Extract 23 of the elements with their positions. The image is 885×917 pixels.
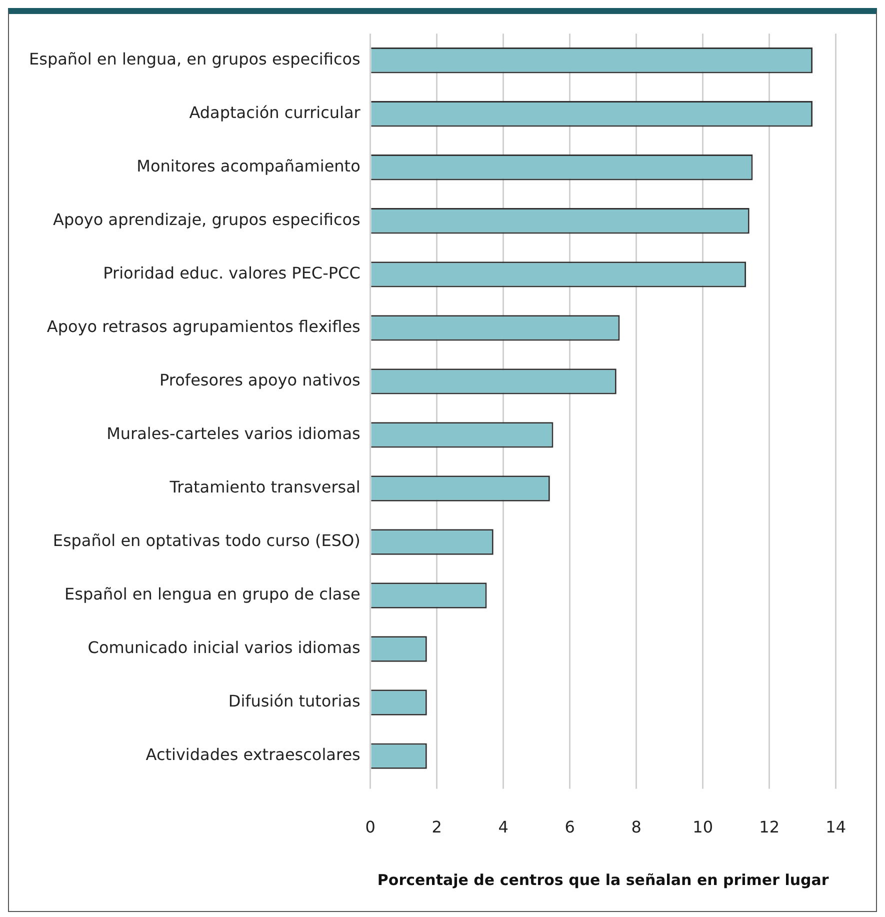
y-tick-label: Prioridad educ. valores PEC-PCC: [103, 264, 360, 283]
x-axis-title: Porcentaje de centros que la señalan en primer lugar: [377, 870, 830, 889]
y-tick-label: Actividades extraescolares: [146, 745, 360, 764]
y-tick-label: Español en lengua en grupo de clase: [64, 584, 360, 604]
y-tick-label: Difusión tutorias: [228, 692, 360, 711]
y-tick-label: Español en lengua, en grupos especificos: [29, 50, 360, 69]
y-tick-label: Murales-carteles varios idiomas: [106, 424, 360, 444]
y-tick-label: Apoyo retrasos agrupamientos flexifles: [46, 317, 360, 336]
x-tick-label: 2: [432, 818, 442, 837]
x-tick-label: 12: [759, 818, 780, 837]
x-tick-label: 0: [365, 818, 376, 837]
y-tick-label: Apoyo aprendizaje, grupos especificos: [53, 210, 360, 230]
x-tick-label: 6: [564, 818, 575, 837]
x-tick-label: 4: [498, 818, 508, 837]
y-tick-label: Tratamiento transversal: [168, 478, 360, 497]
x-tick-label: 14: [826, 818, 846, 837]
y-tick-label: Español en optativas todo curso (ESO): [52, 531, 360, 550]
y-tick-label: Adaptación curricular: [189, 103, 361, 122]
y-tick-label: Monitores acompañamiento: [136, 156, 360, 176]
y-tick-label: Comunicado inicial varios idiomas: [88, 638, 360, 658]
x-tick-label: 10: [692, 818, 714, 837]
y-tick-label: Profesores apoyo nativos: [160, 370, 360, 390]
x-tick-label: 8: [631, 818, 642, 837]
